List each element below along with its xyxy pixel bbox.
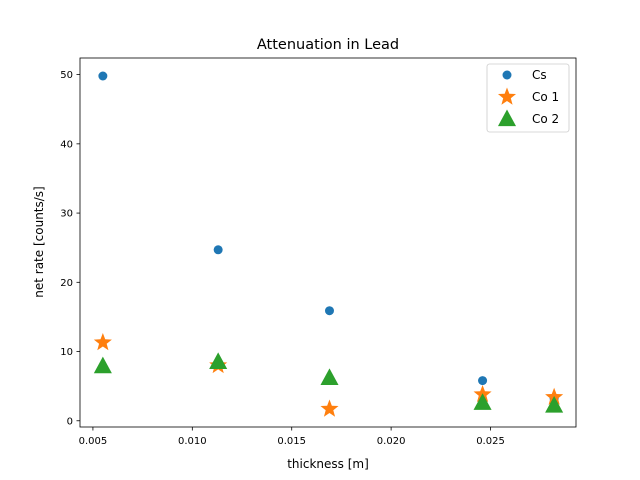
y-axis-label: net rate [counts/s]: [32, 186, 46, 297]
data-point-co-2: [93, 356, 112, 374]
plot-area: 0.005 0.010 0.015 0.020 0.025 0 10 20 30 40 50: [60, 57, 577, 447]
data-point-co-1: [320, 399, 339, 417]
x-tick-label: 0.015: [277, 436, 306, 447]
legend-marker-co-2: [497, 109, 517, 127]
x-tick-label: 0.010: [178, 436, 207, 447]
data-point-cs: [324, 306, 334, 316]
x-axis-label: thickness [m]: [287, 457, 369, 471]
data-point-cs: [213, 245, 223, 255]
data-point-co-2: [209, 352, 228, 370]
data-point-co-2: [545, 396, 564, 413]
y-tick-label: 20: [60, 278, 73, 289]
y-tick-label: 10: [60, 347, 73, 358]
y-tick-label: 0: [67, 416, 73, 427]
data-point-co-2: [473, 393, 492, 410]
legend-label-co-2: Co 2: [532, 112, 559, 126]
data-point-co-1: [93, 333, 112, 351]
x-tick-label: 0.020: [377, 436, 406, 447]
data-point-co-2: [320, 368, 339, 385]
data-point-cs: [478, 376, 488, 386]
x-tick-label: 0.025: [476, 436, 505, 447]
y-tick-label: 30: [60, 209, 73, 220]
legend-label-cs: Cs: [532, 68, 547, 82]
legend-label-co-1: Co 1: [532, 90, 559, 104]
chart-title: Attenuation in Lead: [257, 37, 399, 53]
legend-marker-co-1: [497, 87, 517, 105]
x-tick-label: 0.005: [79, 436, 108, 447]
y-tick-label: 50: [60, 70, 73, 81]
y-tick-label: 40: [60, 139, 73, 150]
legend-marker-cs: [502, 70, 512, 80]
legend: Cs Co 1 Co 2: [486, 63, 570, 133]
axes-frame: [79, 57, 577, 428]
data-point-cs: [98, 71, 108, 81]
